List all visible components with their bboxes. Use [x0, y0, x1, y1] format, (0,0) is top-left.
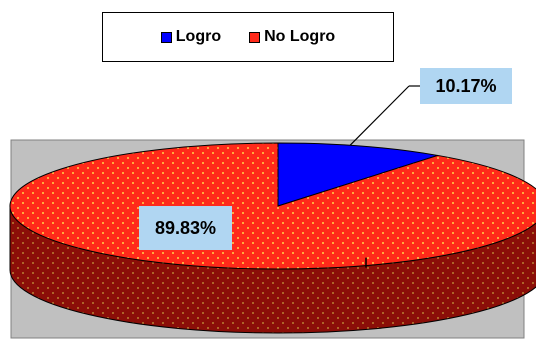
legend-item-logro: Logro: [160, 28, 222, 46]
label-leader-line: [349, 85, 410, 146]
data-label-no-logro: 89.83%: [139, 206, 232, 250]
data-label-logro: 10.17%: [420, 68, 512, 104]
legend-swatch-no-logro: [249, 31, 261, 43]
legend-label-logro: Logro: [175, 28, 222, 45]
legend-swatch-logro: [160, 31, 172, 43]
pie-slice-no-logro: [9, 142, 536, 270]
legend-label-no-logro: No Logro: [264, 28, 336, 45]
legend: Logro No Logro: [102, 12, 394, 62]
pie-slice-logro: [277, 142, 438, 207]
legend-item-no-logro: No Logro: [249, 28, 335, 46]
